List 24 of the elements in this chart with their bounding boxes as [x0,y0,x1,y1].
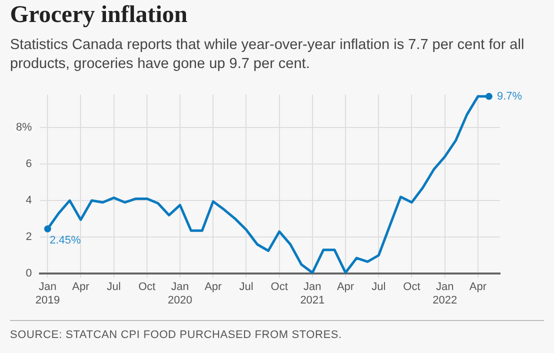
x-tick-label: Jan 2020 [168,281,192,306]
x-tick-label: Apr [336,281,354,294]
y-tick-label: 0 [26,268,32,280]
y-tick-label: 8% [16,122,32,134]
annotation: 2.45% [50,234,82,246]
x-tick-label: Jan 2022 [432,281,458,306]
x-tick-label: Oct [270,281,288,294]
source-note: SOURCE: STATCAN CPI FOOD PURCHASED FROM STORES. [10,320,544,341]
chart-subtitle: Statistics Canada reports that while year-over-year inflation is 7.7 per cent for all products, groceries have gone up 9.7 per cent. [10,36,526,74]
x-tick-label: Jan 2021 [300,281,325,306]
annotation: 9.7% [496,90,522,102]
x-tick-label: Jul [239,281,254,294]
x-tick-label: Jul [106,281,121,294]
x-tick-label: Apr [469,281,487,294]
x-tick-label: Oct [403,281,420,294]
chart-title: Grocery inflation [10,2,188,29]
x-tick-label: Jul [372,281,386,294]
y-tick-label: 6 [26,158,32,170]
y-tick-label: 4 [26,194,32,207]
x-tick-label: Jan 2019 [35,281,60,306]
y-tick-label: 2 [26,231,32,244]
x-tick-label: Apr [72,281,90,294]
x-tick-label: Apr [204,281,222,294]
x-tick-label: Oct [138,281,156,294]
